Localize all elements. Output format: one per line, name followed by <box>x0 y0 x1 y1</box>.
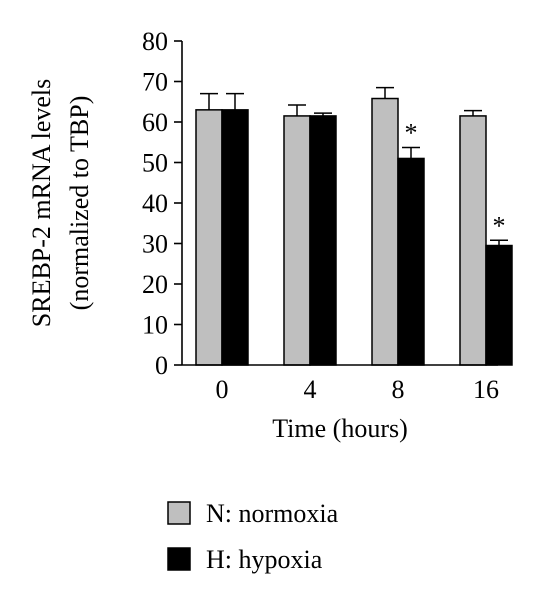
significance-mark-16: * <box>493 211 506 240</box>
bar-normoxia-4 <box>283 115 311 366</box>
y-tick-label-0: 0 <box>155 351 168 380</box>
x-tick-label-0: 0 <box>216 375 229 404</box>
bar-hypoxia-8 <box>397 157 425 366</box>
legend-swatch-hypoxia <box>167 547 191 571</box>
error-bars-layer <box>200 86 508 246</box>
y-tick-label-20: 20 <box>142 270 168 299</box>
x-tick-label-4: 4 <box>304 375 317 404</box>
y-tick-label-10: 10 <box>142 311 168 340</box>
significance-layer: ** <box>405 119 506 241</box>
y-axis-title-line2: (normalized to TBP) <box>65 96 94 311</box>
bar-hypoxia-16 <box>485 244 513 366</box>
axes-layer <box>174 40 498 366</box>
bars-layer <box>195 97 513 366</box>
y-tick-label-40: 40 <box>142 189 168 218</box>
legend-label-hypoxia: H: hypoxia <box>206 545 323 574</box>
y-tick-label-50: 50 <box>142 149 168 178</box>
y-tick-label-80: 80 <box>142 27 168 56</box>
y-tick-label-60: 60 <box>142 108 168 137</box>
bar-hypoxia-4 <box>309 115 337 366</box>
legend-swatch-normoxia <box>167 501 191 525</box>
bar-hypoxia-0 <box>221 109 249 366</box>
significance-mark-8: * <box>405 119 418 148</box>
x-tick-label-8: 8 <box>392 375 405 404</box>
y-tick-label-30: 30 <box>142 230 168 259</box>
y-tick-label-70: 70 <box>142 68 168 97</box>
bar-normoxia-0 <box>195 109 223 366</box>
x-tick-label-16: 16 <box>473 375 499 404</box>
legend-label-normoxia: N: normoxia <box>206 499 339 528</box>
text-layer: 0 4 8 16 0 10 20 30 40 50 60 70 80 SREBP-2 mRNA level… <box>27 27 499 443</box>
x-axis-title: Time (hours) <box>272 414 408 443</box>
legend: N: normoxia H: hypoxia <box>167 499 339 574</box>
y-axis-title-line1: SREBP-2 mRNA levels <box>27 79 56 327</box>
bar-normoxia-16 <box>459 115 487 366</box>
bar-normoxia-8 <box>371 97 399 366</box>
